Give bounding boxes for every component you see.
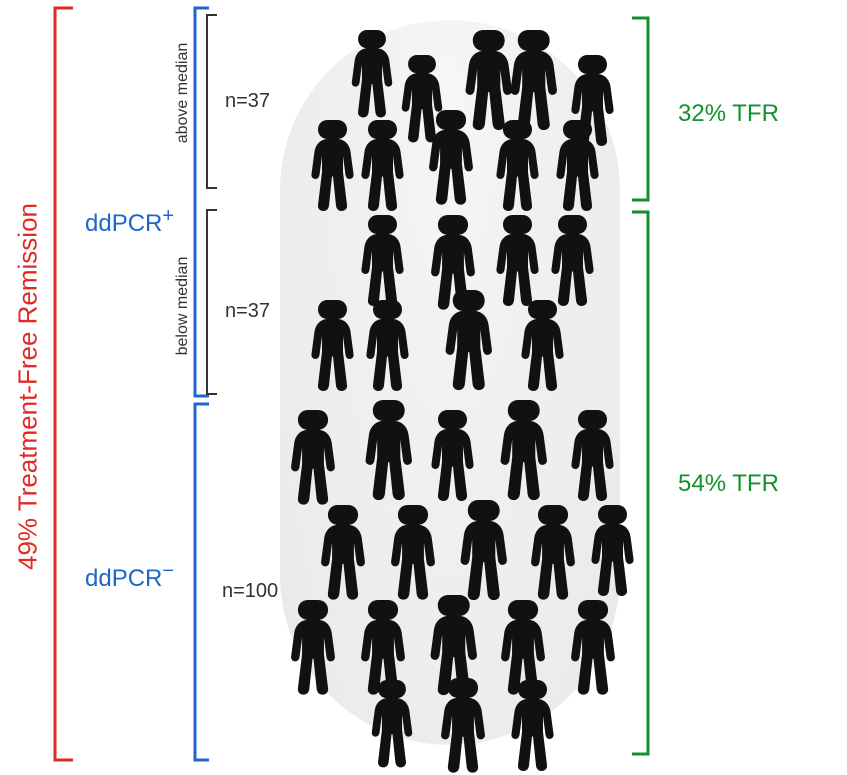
tfr-bottom-label: 54% TFR [678, 470, 779, 498]
ddpcr-super: + [162, 205, 174, 227]
ddpcr-negative-label: ddPCR− [85, 560, 174, 593]
ddpcr-super: − [162, 560, 174, 582]
tfr-top-label: 32% TFR [678, 100, 779, 128]
below-median-label: below median [174, 236, 192, 376]
ddpcr-positive-label: ddPCR+ [85, 205, 174, 238]
count-below: n=37 [225, 300, 270, 323]
ddpcr-text: ddPCR [85, 210, 162, 237]
count-neg: n=100 [222, 580, 278, 603]
ddpcr-text: ddPCR [85, 565, 162, 592]
above-median-label: above median [174, 23, 192, 163]
count-above: n=37 [225, 90, 270, 113]
